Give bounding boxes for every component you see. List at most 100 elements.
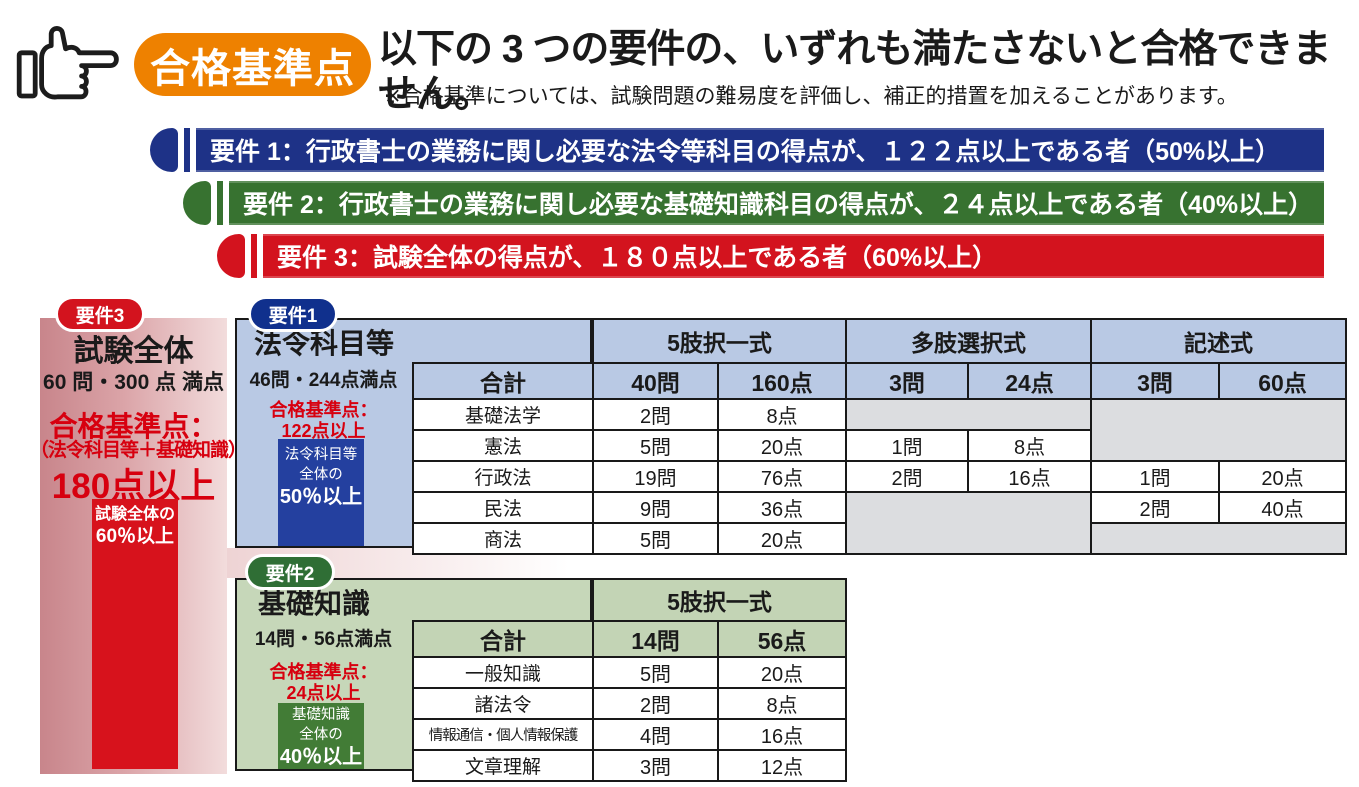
value-cell: 16点 [967,460,1093,493]
value-cell: 5問 [592,429,719,462]
value-cell: 4問 [592,718,719,751]
law-subjects-table: 5肢択一式 多肢選択式 記述式 合計 40問 160点 3問 24点 3問 60… [412,318,1348,555]
total-cell: 60点 [1218,362,1348,400]
requirement-1-text: 要件 1：行政書士の業務に関し必要な法令等科目の得点が、１２２点以上である者（5… [196,128,1324,172]
total-cell: 3問 [1090,362,1221,400]
value-cell: 20点 [716,656,848,689]
basic-pass-score: 24点以上 [286,683,361,703]
table-row: 憲法 5問 20点 1問 8点 [412,429,1346,462]
value-cell: 40点 [1218,491,1348,524]
subject-cell: 基礎法学 [412,398,594,431]
total-header: 合計 [412,620,594,658]
value-cell: 8点 [716,398,848,431]
value-cell: 2問 [1090,491,1221,524]
table-row-total: 合計 14問 56点 [412,620,848,658]
subject-cell: 文章理解 [412,749,594,782]
spacer-cell [413,579,593,621]
basic-box-line2: 全体の [299,726,343,743]
law-box-line3: 50％以上 [279,486,363,509]
basic-total: 14問・56点満点 [254,629,393,650]
section-title-badge: 合格基準点 [134,33,371,96]
banner-stripe [251,234,257,278]
table-row: 情報通信・個人情報保護 4問 16点 [412,718,848,751]
banner-cap [217,234,245,278]
total-header: 合計 [412,362,594,400]
value-cell: 2問 [592,398,719,431]
banner-stripe [217,181,223,225]
overall-bar-line2: 60％以上 [95,525,175,547]
value-cell: 12点 [716,749,848,782]
basic-box-line3: 40％以上 [279,746,363,769]
table-row: 行政法 19問 76点 2問 16点 1問 20点 [412,460,1348,493]
page-title: 以下の 3 つの要件の、いずれも満たさないと合格できません。 [378,28,1331,116]
page-note: ※合格基準については、試験問題の難易度を評価し、補正的措置を加えることがあります… [384,85,1238,108]
group-header-written: 記述式 [1090,318,1348,364]
empty-cell [845,398,1093,431]
overall-pass-sub: （法令科目等＋基礎知識） [30,440,247,461]
value-cell: 16点 [716,718,848,751]
total-cell: 40問 [592,362,719,400]
law-percent-box: 法令科目等 全体の 50％以上 [278,439,364,546]
value-cell: 2問 [845,460,970,493]
value-cell: 19問 [592,460,719,493]
value-cell: 36点 [716,491,848,524]
basic-percent-box: 基礎知識 全体の 40％以上 [278,703,364,769]
banner-cap [183,181,211,225]
group-header-5choice: 5肢択一式 [591,318,848,364]
total-cell: 14問 [592,620,719,658]
value-cell: 3問 [592,749,719,782]
overall-percent-bar: 試験全体の 60％以上 [92,499,178,769]
banner-stripe [184,128,190,172]
table-row: 文章理解 3問 12点 [412,749,848,782]
value-cell: 20点 [1218,460,1348,493]
basic-box-line1: 基礎知識 [292,707,350,723]
group-header-5choice: 5肢択一式 [591,578,848,622]
law-box-line1: 法令科目等 [284,447,358,463]
value-cell: 20点 [716,522,848,555]
value-cell: 5問 [592,522,719,555]
table-row-total: 合計 40問 160点 3問 24点 3問 60点 [412,362,1348,400]
table-row: 商法 5問 20点 [412,522,1348,555]
table-row: 民法 9問 36点 2問 40点 [412,491,1348,555]
requirement-2-text: 要件 2：行政書士の業務に関し必要な基礎知識科目の得点が、２４点以上である者（4… [229,181,1324,225]
total-cell: 56点 [716,620,848,658]
basic-pass-label: 合格基準点： [269,662,378,682]
law-box-line2: 全体の [299,466,343,483]
empty-cell [845,491,1093,555]
value-cell: 2問 [592,687,719,720]
table-row: 基礎法学 2問 8点 [412,398,1348,462]
pointing-hand-icon [16,26,119,100]
table-row: 諸法令 2問 8点 [412,687,848,720]
empty-cell [1090,398,1348,462]
table-row: 一般知識 5問 20点 [412,656,848,689]
requirement-1-pill: 要件1 [248,296,338,332]
overall-total: 60 問・300 点 満点 [43,371,224,394]
subject-cell: 一般知識 [412,656,594,689]
law-total: 46問・244点満点 [249,370,398,391]
requirement-2-pill: 要件2 [245,554,335,590]
basic-knowledge-table: 5肢択一式 合計 14問 56点 一般知識 5問 20点 諸法令 2問 8点 情… [412,578,848,782]
subject-cell: 憲法 [412,429,594,462]
basic-title: 基礎知識 [258,588,371,619]
total-cell: 24点 [967,362,1093,400]
subject-cell: 行政法 [412,460,594,493]
value-cell: 20点 [716,429,848,462]
requirement-3-pill: 要件3 [55,296,145,332]
empty-cell [1090,522,1348,555]
overall-title: 試験全体 [73,335,194,368]
overall-pass-label: 合格基準点： [49,411,218,442]
table-row: 5肢択一式 多肢選択式 記述式 [413,318,1348,364]
law-title: 法令科目等 [254,328,395,359]
total-cell: 3問 [845,362,970,400]
banner-cap [150,128,178,172]
group-header-multi: 多肢選択式 [845,318,1093,364]
value-cell: 9問 [592,491,719,524]
subject-cell: 商法 [412,522,594,555]
subject-cell: 諸法令 [412,687,594,720]
law-pass-label: 合格基準点： [269,400,378,420]
value-cell: 1問 [845,429,970,462]
law-pass-score: 122点以上 [281,421,366,441]
total-cell: 160点 [716,362,848,400]
table-row: 5肢択一式 [413,578,848,622]
